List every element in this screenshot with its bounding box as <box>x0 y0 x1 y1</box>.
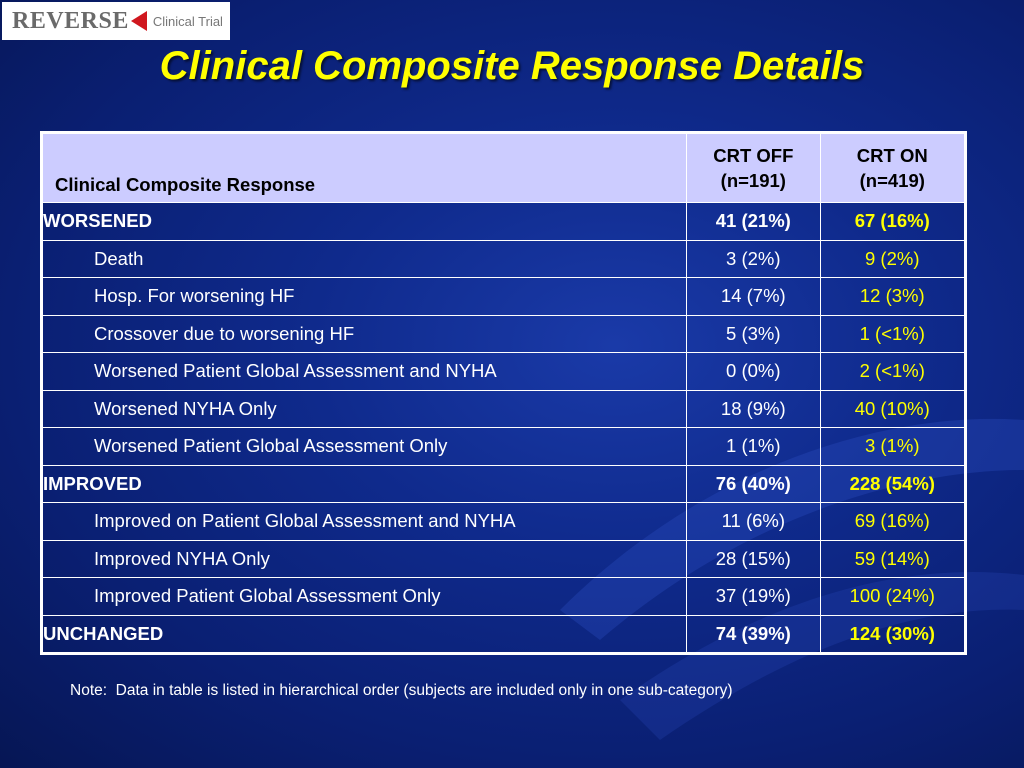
row-label: Hosp. For worsening HF <box>40 277 688 316</box>
row-label: WORSENED <box>40 202 688 241</box>
logo-word: REVERSE <box>12 7 129 34</box>
table-row: Improved NYHA Only 28 (15%) 59 (14%) <box>40 539 967 578</box>
crt-on-value: 69 (16%) <box>819 502 967 541</box>
crt-on-value: 3 (1%) <box>819 427 967 466</box>
crt-off-value: 0 (0%) <box>686 352 821 391</box>
row-label: Worsened Patient Global Assessment and N… <box>40 352 688 391</box>
footnote: Note: Data in table is listed in hierarc… <box>70 682 733 699</box>
row-label: Crossover due to worsening HF <box>40 314 688 353</box>
crt-on-value: 124 (30%) <box>819 614 967 654</box>
crt-on-value: 100 (24%) <box>819 577 967 616</box>
slide-title: Clinical Composite Response Details <box>159 44 865 88</box>
table-row: Worsened NYHA Only 18 (9%) 40 (10%) <box>40 389 967 428</box>
header-crt-on: CRT ON (n=419) <box>819 132 967 203</box>
crt-off-value: 18 (9%) <box>686 389 821 428</box>
header-crt-off-name: CRT OFF <box>713 145 794 166</box>
crt-on-value: 67 (16%) <box>819 202 967 241</box>
header-crt-off-n: (n=191) <box>720 170 786 191</box>
crt-on-value: 40 (10%) <box>819 389 967 428</box>
header-label: Clinical Composite Response <box>40 132 688 203</box>
crt-on-value: 9 (2%) <box>819 239 967 278</box>
table-row-worsened: WORSENED 41 (21%) 67 (16%) <box>40 202 967 241</box>
row-label: Death <box>40 239 688 278</box>
table-row: Hosp. For worsening HF 14 (7%) 12 (3%) <box>40 277 967 316</box>
table-header-row: Clinical Composite Response CRT OFF (n=1… <box>40 132 967 203</box>
crt-off-value: 11 (6%) <box>686 502 821 541</box>
crt-off-value: 37 (19%) <box>686 577 821 616</box>
crt-off-value: 5 (3%) <box>686 314 821 353</box>
results-table: Clinical Composite Response CRT OFF (n=1… <box>40 131 967 655</box>
header-crt-on-n: (n=419) <box>859 170 925 191</box>
crt-on-value: 12 (3%) <box>819 277 967 316</box>
row-label: Worsened Patient Global Assessment Only <box>40 427 688 466</box>
crt-on-value: 59 (14%) <box>819 539 967 578</box>
row-label: IMPROVED <box>40 464 688 503</box>
crt-off-value: 74 (39%) <box>686 614 821 654</box>
table-row-unchanged: UNCHANGED 74 (39%) 124 (30%) <box>40 614 967 654</box>
header-crt-on-name: CRT ON <box>856 145 928 166</box>
row-label: Worsened NYHA Only <box>40 389 688 428</box>
crt-off-value: 41 (21%) <box>686 202 821 241</box>
row-label: Improved NYHA Only <box>40 539 688 578</box>
crt-off-value: 1 (1%) <box>686 427 821 466</box>
crt-on-value: 2 (<1%) <box>819 352 967 391</box>
reverse-logo: REVERSE Clinical Trial <box>2 2 230 40</box>
table-row: Worsened Patient Global Assessment and N… <box>40 352 967 391</box>
row-label: Improved on Patient Global Assessment an… <box>40 502 688 541</box>
crt-off-value: 28 (15%) <box>686 539 821 578</box>
table-row: Worsened Patient Global Assessment Only … <box>40 427 967 466</box>
row-label: Improved Patient Global Assessment Only <box>40 577 688 616</box>
logo-arrow-icon <box>130 11 147 31</box>
crt-on-value: 1 (<1%) <box>819 314 967 353</box>
table-row: Crossover due to worsening HF 5 (3%) 1 (… <box>40 314 967 353</box>
logo-subtitle: Clinical Trial <box>152 13 223 29</box>
table-row: Death 3 (2%) 9 (2%) <box>40 239 967 278</box>
table-row: Improved Patient Global Assessment Only … <box>40 577 967 616</box>
row-label: UNCHANGED <box>40 614 688 654</box>
crt-off-value: 76 (40%) <box>686 464 821 503</box>
table-row: Improved on Patient Global Assessment an… <box>40 502 967 541</box>
crt-on-value: 228 (54%) <box>819 464 967 503</box>
header-crt-off: CRT OFF (n=191) <box>686 132 821 203</box>
crt-off-value: 3 (2%) <box>686 239 821 278</box>
table-row-improved: IMPROVED 76 (40%) 228 (54%) <box>40 464 967 503</box>
crt-off-value: 14 (7%) <box>686 277 821 316</box>
